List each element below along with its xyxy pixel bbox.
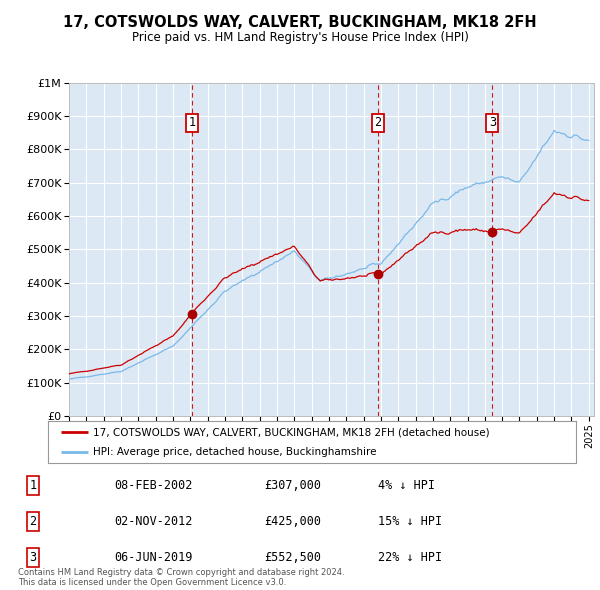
- Text: £552,500: £552,500: [264, 551, 321, 564]
- Text: 3: 3: [29, 551, 37, 564]
- Text: £425,000: £425,000: [264, 515, 321, 528]
- Text: 1: 1: [29, 479, 37, 492]
- Text: 22% ↓ HPI: 22% ↓ HPI: [378, 551, 442, 564]
- Text: 3: 3: [488, 116, 496, 129]
- Text: 4% ↓ HPI: 4% ↓ HPI: [378, 479, 435, 492]
- Text: 08-FEB-2002: 08-FEB-2002: [114, 479, 193, 492]
- Text: 17, COTSWOLDS WAY, CALVERT, BUCKINGHAM, MK18 2FH: 17, COTSWOLDS WAY, CALVERT, BUCKINGHAM, …: [63, 15, 537, 30]
- Text: This data is licensed under the Open Government Licence v3.0.: This data is licensed under the Open Gov…: [18, 578, 286, 587]
- Text: 02-NOV-2012: 02-NOV-2012: [114, 515, 193, 528]
- Text: 2: 2: [374, 116, 382, 129]
- Text: 1: 1: [188, 116, 196, 129]
- Text: Contains HM Land Registry data © Crown copyright and database right 2024.: Contains HM Land Registry data © Crown c…: [18, 568, 344, 577]
- Text: £307,000: £307,000: [264, 479, 321, 492]
- Text: HPI: Average price, detached house, Buckinghamshire: HPI: Average price, detached house, Buck…: [93, 447, 376, 457]
- Text: 15% ↓ HPI: 15% ↓ HPI: [378, 515, 442, 528]
- Text: Price paid vs. HM Land Registry's House Price Index (HPI): Price paid vs. HM Land Registry's House …: [131, 31, 469, 44]
- Text: 17, COTSWOLDS WAY, CALVERT, BUCKINGHAM, MK18 2FH (detached house): 17, COTSWOLDS WAY, CALVERT, BUCKINGHAM, …: [93, 427, 490, 437]
- Text: 06-JUN-2019: 06-JUN-2019: [114, 551, 193, 564]
- Text: 2: 2: [29, 515, 37, 528]
